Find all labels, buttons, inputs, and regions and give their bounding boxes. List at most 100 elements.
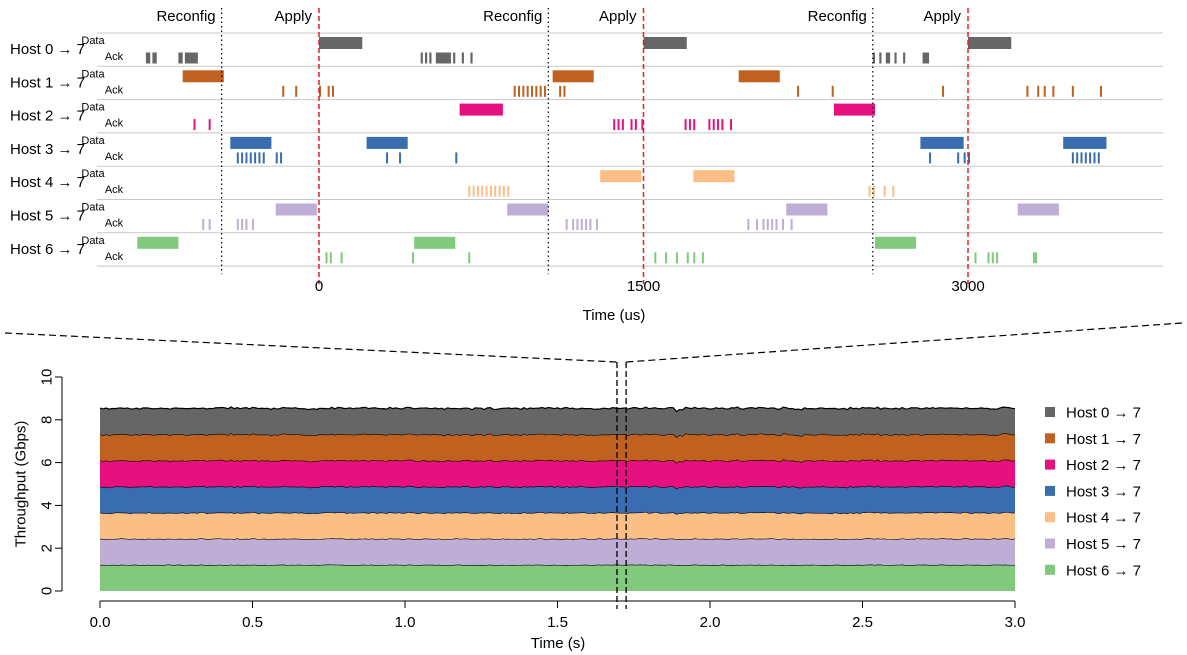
legend-swatch [1045, 433, 1055, 444]
ack-tick [208, 219, 211, 230]
ack-tick [531, 85, 534, 97]
ack-tick [987, 252, 990, 264]
data-transfer-bar [968, 37, 1012, 49]
ack-tick [498, 185, 501, 197]
ack-sublabel: Ack [105, 184, 124, 196]
legend-label: Host 6 → 7 [1066, 562, 1141, 579]
zoom-connector-left [4, 332, 618, 363]
ack-tick [1080, 152, 1083, 164]
ack-tick [472, 185, 475, 197]
legend-swatch [1045, 459, 1055, 470]
ack-tick [730, 119, 733, 131]
y-tick-label: 8 [39, 416, 56, 424]
ack-tick [507, 185, 510, 197]
ack-tick [193, 119, 196, 131]
area-series [100, 459, 1015, 489]
ack-tick [630, 119, 633, 131]
ack-tick [1093, 152, 1096, 164]
data-transfer-bar [137, 236, 179, 249]
ack-tick [797, 85, 800, 97]
data-sublabel: Data [81, 102, 105, 114]
ack-tick [771, 219, 774, 230]
ack-tick [790, 219, 793, 230]
ack-tick [595, 219, 598, 230]
ack-tick [329, 252, 332, 264]
data-transfer-bar [1017, 203, 1059, 216]
ack-tick [781, 219, 784, 230]
x-tick-label: 1.5 [547, 614, 568, 631]
data-sublabel: Data [81, 202, 105, 214]
ack-tick [319, 85, 321, 97]
ack-tick [885, 52, 891, 64]
ack-tick [254, 152, 257, 164]
ack-tick [468, 185, 471, 197]
x-tick-label: 0.0 [90, 614, 111, 631]
ack-tick [543, 85, 546, 97]
data-sublabel: Data [81, 35, 105, 47]
ack-tick [968, 152, 970, 164]
ack-tick [1071, 85, 1074, 97]
ack-tick [340, 252, 343, 264]
ack-tick [178, 52, 183, 64]
ack-tick [613, 119, 616, 131]
ack-tick [1052, 85, 1055, 97]
data-transfer-bar [230, 136, 272, 149]
ack-sublabel: Ack [105, 51, 124, 63]
ack-tick [331, 85, 334, 97]
x-tick-label: 2.5 [852, 614, 873, 631]
y-tick-label: 2 [39, 544, 56, 552]
ack-tick [282, 85, 285, 97]
zoom-connector [4, 322, 1183, 363]
area-series [100, 564, 1015, 591]
ack-tick [1035, 252, 1038, 264]
ack-tick [241, 152, 244, 164]
y-tick-label: 0 [39, 587, 56, 595]
ack-tick [894, 52, 897, 64]
ack-tick [717, 119, 720, 131]
zoom-connector-right [626, 322, 1183, 363]
ack-tick [453, 52, 456, 64]
ack-tick [559, 85, 562, 97]
ack-tick [1099, 85, 1102, 97]
data-transfer-bar [507, 203, 549, 216]
data-transfer-bar [182, 70, 224, 83]
data-transfer-bar [833, 103, 875, 116]
data-transfer-bar [366, 136, 408, 149]
area-series [100, 406, 1015, 438]
ack-tick [1037, 85, 1040, 97]
ack-tick [245, 219, 248, 230]
ack-tick [522, 85, 525, 97]
ack-tick [184, 52, 198, 64]
ack-tick [476, 185, 479, 197]
area-series [100, 433, 1015, 463]
ack-tick [903, 52, 906, 64]
series-boundary [99, 406, 1016, 413]
x-tick-label: 0 [315, 278, 323, 295]
data-transfer-bar [874, 236, 917, 249]
ack-tick [675, 252, 678, 264]
ack-tick [883, 185, 886, 197]
y-tick-label: 6 [39, 458, 56, 466]
data-sublabel: Data [81, 135, 105, 147]
ack-tick [468, 252, 471, 264]
ack-tick [1089, 152, 1092, 164]
ack-tick [580, 219, 583, 230]
ack-tick [280, 152, 283, 164]
ack-tick [708, 119, 711, 131]
area-series [100, 485, 1015, 515]
ack-tick [327, 85, 330, 97]
data-transfer-bar [552, 70, 594, 83]
data-transfer-bar [600, 170, 642, 183]
ack-tick [766, 219, 769, 230]
host-row-label: Host 3 → 7 [10, 141, 85, 158]
ack-tick [762, 219, 765, 230]
ack-tick [634, 119, 637, 131]
ack-tick [152, 52, 157, 64]
ack-tick [712, 119, 715, 131]
ack-tick [688, 119, 691, 131]
